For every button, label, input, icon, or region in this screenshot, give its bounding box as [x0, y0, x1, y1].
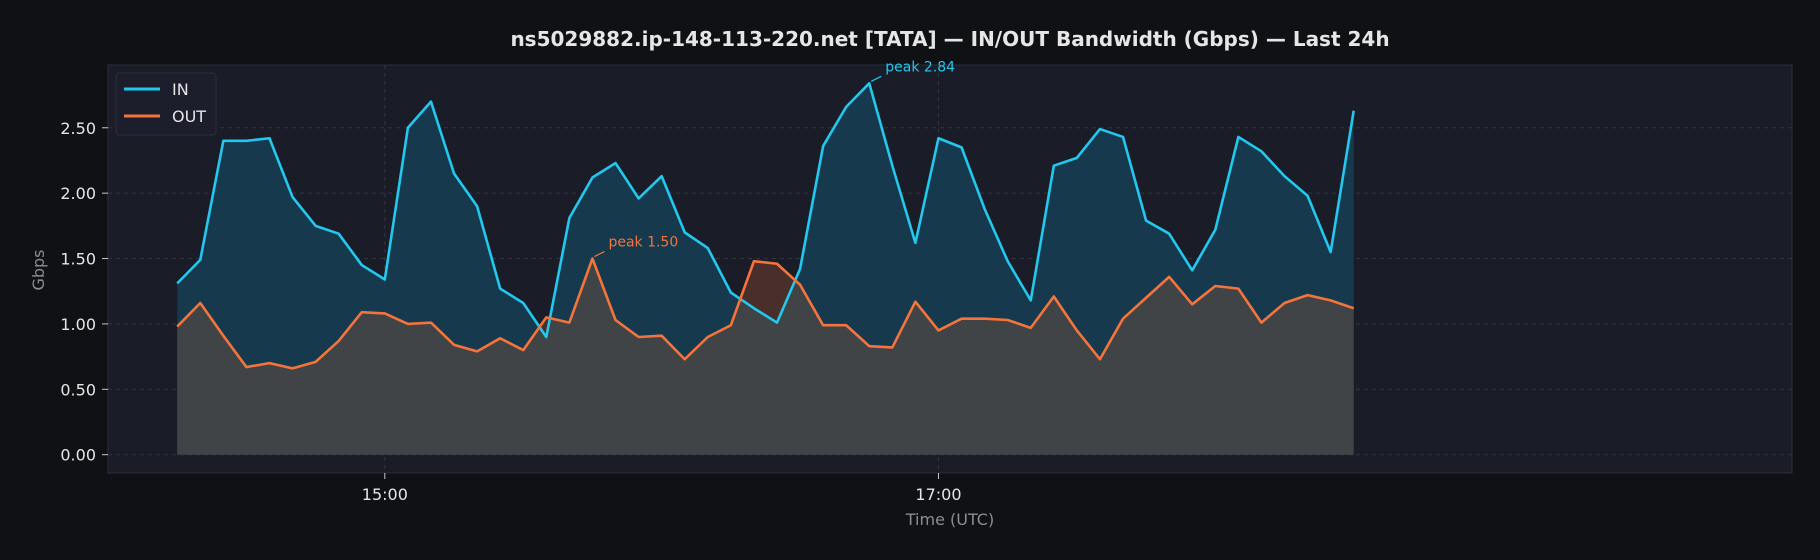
out-series-line: [176, 257, 1355, 370]
annotation-label-0: peak 2.84: [885, 59, 955, 75]
y-tick-label-1: 0.50: [60, 380, 96, 399]
x-axis-ticks: 15:00 17:00: [362, 473, 962, 504]
chart-title: ns5029882.ip-148-113-220.net [TATA] — IN…: [510, 27, 1389, 51]
x-axis-label: Time (UTC): [905, 510, 994, 529]
x-tick-label-0: 15:00: [362, 485, 408, 504]
out-area-fill: [177, 258, 1354, 455]
y-tick-label-4: 2.00: [60, 184, 96, 203]
annotation-leader-1: [594, 251, 605, 258]
y-tick-label-3: 1.50: [60, 250, 96, 269]
x-tick-label-1: 17:00: [915, 485, 961, 504]
legend-label-out: OUT: [172, 107, 206, 126]
y-tick-label-0: 0.00: [60, 446, 96, 465]
series-lines: [176, 82, 1355, 370]
legend-label-in: IN: [172, 80, 189, 99]
annotation-leader-0: [870, 75, 882, 82]
y-tick-label-5: 2.50: [60, 119, 96, 138]
legend: IN OUT: [115, 72, 217, 136]
y-tick-label-2: 1.00: [60, 315, 96, 334]
y-axis-ticks: 0.00 0.50 1.00 1.50 2.00 2.50: [60, 119, 108, 465]
peak-annotations: peak 2.84 peak 1.50: [594, 59, 955, 258]
in-series-line: [176, 82, 1355, 339]
annotation-label-1: peak 1.50: [608, 235, 678, 251]
out-over-in-fill-0: [539, 317, 550, 337]
y-axis-label: Gbps: [29, 249, 48, 290]
